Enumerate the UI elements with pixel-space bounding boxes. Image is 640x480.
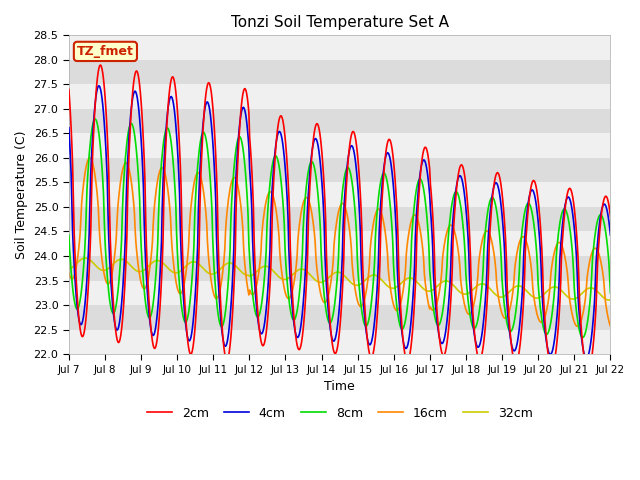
Line: 8cm: 8cm — [69, 119, 611, 337]
Bar — [69, 60, 611, 84]
8cm — [422, 204, 429, 209]
32cm — [65, 266, 73, 272]
Bar — [69, 280, 611, 305]
Bar — [69, 109, 611, 133]
32cm — [406, 275, 414, 281]
16cm — [186, 213, 194, 219]
16cm — [406, 223, 414, 229]
X-axis label: Time: Time — [324, 380, 355, 393]
32cm — [605, 297, 612, 303]
32cm — [215, 268, 223, 274]
4cm — [186, 337, 194, 343]
16cm — [422, 285, 429, 291]
Bar — [69, 231, 611, 256]
2cm — [131, 71, 139, 76]
Bar — [69, 330, 611, 354]
2cm — [215, 258, 223, 264]
8cm — [92, 116, 99, 122]
Bar — [69, 207, 611, 231]
32cm — [81, 255, 89, 261]
2cm — [65, 86, 73, 92]
16cm — [607, 324, 614, 329]
8cm — [65, 232, 73, 238]
Title: Tonzi Soil Temperature Set A: Tonzi Soil Temperature Set A — [230, 15, 449, 30]
Line: 16cm: 16cm — [69, 158, 611, 326]
2cm — [406, 350, 414, 356]
4cm — [422, 161, 429, 167]
Bar — [69, 158, 611, 182]
Bar — [69, 84, 611, 109]
4cm — [582, 355, 590, 361]
2cm — [607, 213, 614, 219]
4cm — [131, 88, 139, 94]
4cm — [95, 83, 103, 89]
32cm — [186, 260, 194, 265]
16cm — [131, 227, 139, 232]
16cm — [86, 155, 94, 161]
8cm — [215, 315, 223, 321]
32cm — [422, 288, 429, 293]
2cm — [422, 144, 429, 150]
8cm — [579, 335, 586, 340]
32cm — [131, 267, 139, 273]
Bar — [69, 36, 611, 60]
2cm — [186, 351, 194, 357]
8cm — [75, 304, 83, 310]
8cm — [607, 290, 614, 296]
32cm — [607, 297, 614, 303]
Bar — [69, 256, 611, 280]
8cm — [186, 298, 194, 303]
Legend: 2cm, 4cm, 8cm, 16cm, 32cm: 2cm, 4cm, 8cm, 16cm, 32cm — [141, 402, 538, 425]
Bar — [69, 133, 611, 158]
8cm — [131, 136, 139, 142]
2cm — [584, 368, 591, 374]
4cm — [406, 328, 414, 334]
4cm — [75, 315, 83, 321]
Line: 32cm: 32cm — [69, 258, 611, 300]
4cm — [215, 287, 223, 293]
Line: 4cm: 4cm — [69, 86, 611, 358]
32cm — [75, 259, 83, 264]
16cm — [75, 247, 83, 252]
Bar — [69, 305, 611, 330]
2cm — [75, 313, 83, 319]
4cm — [65, 125, 73, 131]
8cm — [406, 274, 414, 279]
4cm — [607, 232, 614, 238]
Line: 2cm: 2cm — [69, 65, 611, 371]
Text: TZ_fmet: TZ_fmet — [77, 45, 134, 58]
Y-axis label: Soil Temperature (C): Soil Temperature (C) — [15, 131, 28, 259]
2cm — [97, 62, 104, 68]
16cm — [215, 292, 223, 298]
Bar — [69, 182, 611, 207]
16cm — [573, 324, 581, 329]
16cm — [65, 270, 73, 276]
